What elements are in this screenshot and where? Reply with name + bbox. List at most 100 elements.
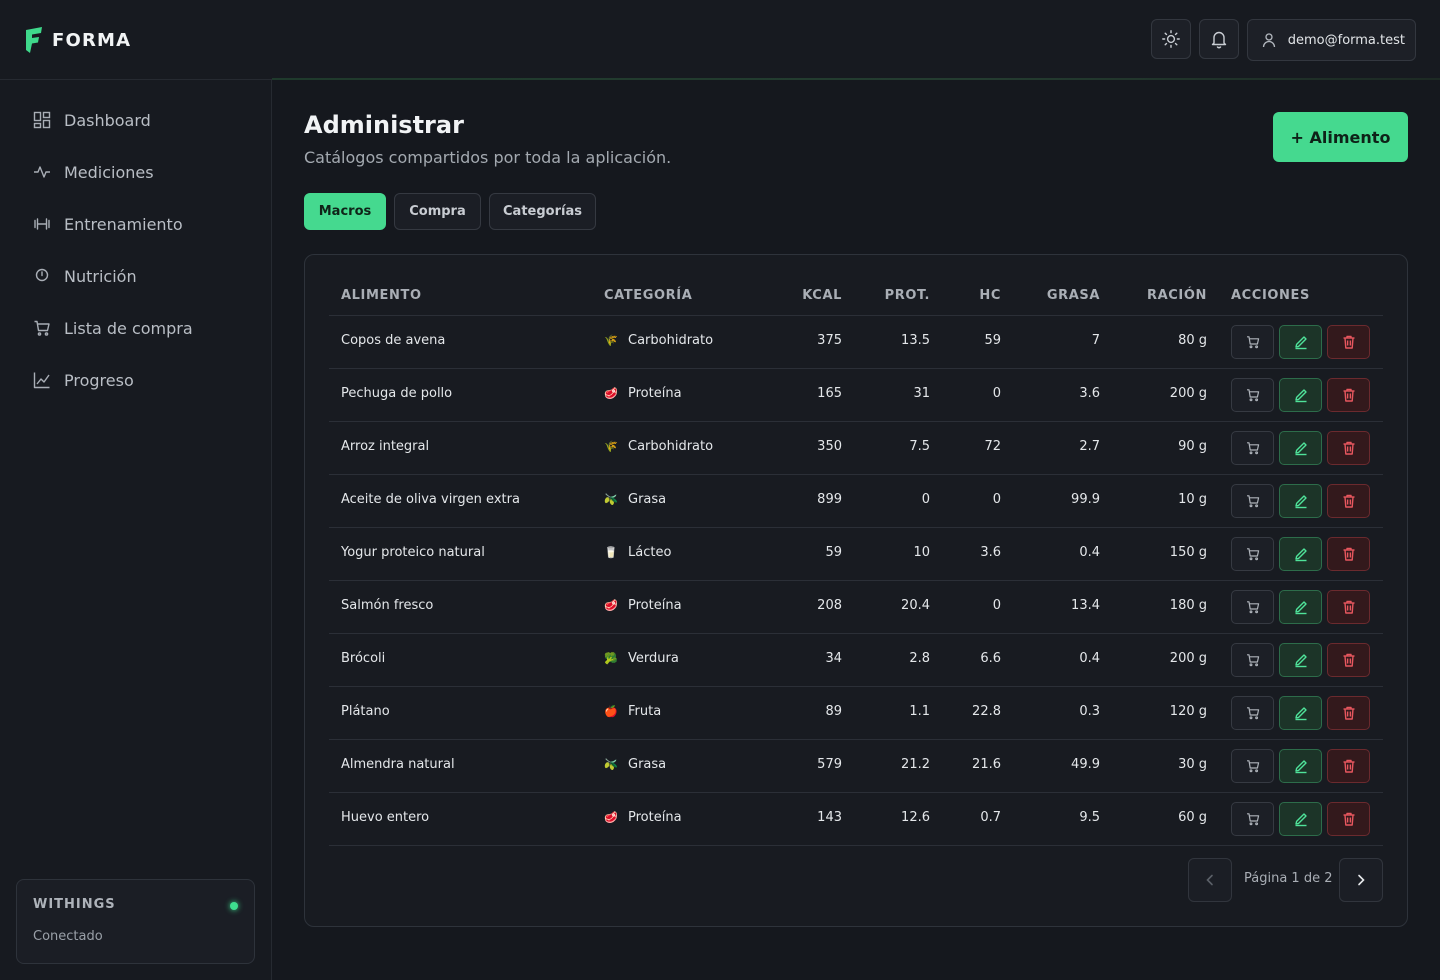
- edit-button[interactable]: [1279, 431, 1322, 465]
- edit-button[interactable]: [1279, 749, 1322, 783]
- portion-value: 200 g: [1169, 651, 1207, 666]
- food-name: Huevo entero: [341, 810, 430, 825]
- delete-button[interactable]: [1327, 590, 1370, 624]
- food-category: 🫒 Grasa: [604, 757, 666, 772]
- category-icon: 🍎: [604, 705, 618, 718]
- sidebar-item-dashboard[interactable]: Dashboard: [32, 108, 151, 132]
- edit-button[interactable]: [1279, 696, 1322, 730]
- header-actions: demo@forma.test: [1150, 19, 1416, 61]
- bell-icon: [1211, 31, 1226, 49]
- protein-value: 0: [921, 492, 930, 507]
- add-to-cart-button[interactable]: [1231, 749, 1274, 783]
- add-to-cart-button[interactable]: [1231, 431, 1274, 465]
- fat-value: 13.4: [1071, 598, 1100, 613]
- food-name: Yogur proteico natural: [341, 545, 485, 560]
- sidebar-item-progreso[interactable]: Progreso: [32, 368, 134, 392]
- device-status-card: WITHINGS Conectado: [16, 879, 255, 964]
- tab-macros[interactable]: Macros: [304, 193, 386, 230]
- food-name: Arroz integral: [341, 439, 430, 454]
- cart-icon: [1246, 760, 1259, 773]
- next-page-button[interactable]: [1339, 858, 1383, 902]
- edit-button[interactable]: [1279, 802, 1322, 836]
- edit-button[interactable]: [1279, 325, 1322, 359]
- cart-icon: [1246, 813, 1259, 826]
- fat-value: 49.9: [1071, 757, 1100, 772]
- delete-button[interactable]: [1327, 643, 1370, 677]
- edit-button[interactable]: [1279, 643, 1322, 677]
- food-name: Aceite de oliva virgen extra: [341, 492, 520, 507]
- category-label: Proteína: [628, 386, 682, 401]
- tab-categorias[interactable]: Categorías: [489, 193, 596, 230]
- user-menu-button[interactable]: demo@forma.test: [1246, 19, 1416, 61]
- delete-button[interactable]: [1327, 325, 1370, 359]
- food-name: Brócoli: [341, 651, 386, 666]
- add-to-cart-button[interactable]: [1231, 537, 1274, 571]
- add-to-cart-button[interactable]: [1231, 484, 1274, 518]
- delete-button[interactable]: [1327, 802, 1370, 836]
- delete-button[interactable]: [1327, 484, 1370, 518]
- trash-icon: [1343, 706, 1354, 720]
- edit-button[interactable]: [1279, 590, 1322, 624]
- delete-button[interactable]: [1327, 431, 1370, 465]
- app-logo[interactable]: FORMA: [24, 26, 131, 54]
- food-category: 🥩 Proteína: [604, 386, 682, 401]
- edit-button[interactable]: [1279, 537, 1322, 571]
- edit-button[interactable]: [1279, 378, 1322, 412]
- add-to-cart-button[interactable]: [1231, 802, 1274, 836]
- sidebar-item-label: Lista de compra: [64, 318, 193, 338]
- cart-icon: [34, 320, 50, 336]
- previous-page-button[interactable]: [1188, 858, 1232, 902]
- add-to-cart-button[interactable]: [1231, 643, 1274, 677]
- delete-button[interactable]: [1327, 749, 1370, 783]
- delete-button[interactable]: [1327, 537, 1370, 571]
- kcal-value: 579: [817, 757, 842, 772]
- pencil-icon: [1294, 601, 1307, 615]
- row-divider: [329, 792, 1383, 793]
- notifications-button[interactable]: [1198, 19, 1239, 59]
- dumbbell-icon: [34, 218, 50, 230]
- category-label: Fruta: [628, 704, 662, 719]
- sidebar-item-nutricion[interactable]: Nutrición: [32, 264, 137, 288]
- sidebar-item-entrenamiento[interactable]: Entrenamiento: [32, 212, 183, 236]
- pencil-icon: [1294, 813, 1307, 827]
- category-icon: 🥛: [604, 546, 618, 559]
- add-to-cart-button[interactable]: [1231, 325, 1274, 359]
- add-food-button[interactable]: + Alimento: [1273, 112, 1408, 162]
- delete-button[interactable]: [1327, 696, 1370, 730]
- row-divider: [329, 845, 1383, 846]
- add-to-cart-button[interactable]: [1231, 696, 1274, 730]
- protein-value: 10: [913, 545, 930, 560]
- sidebar-item-label: Progreso: [64, 370, 134, 390]
- portion-value: 150 g: [1169, 545, 1207, 560]
- top-bar: FORMA demo@forma.test: [0, 0, 1440, 80]
- cart-icon: [1246, 707, 1259, 720]
- add-to-cart-button[interactable]: [1231, 378, 1274, 412]
- fat-value: 0.4: [1079, 545, 1100, 560]
- pencil-icon: [1294, 760, 1307, 774]
- kcal-value: 89: [825, 704, 842, 719]
- portion-value: 200 g: [1169, 386, 1207, 401]
- device-name: WITHINGS: [33, 897, 116, 912]
- cart-icon: [1246, 389, 1259, 402]
- food-category: 🍎 Fruta: [604, 704, 661, 719]
- connection-status-dot: [230, 902, 238, 910]
- theme-toggle-button[interactable]: [1150, 19, 1191, 59]
- edit-button[interactable]: [1279, 484, 1322, 518]
- page-subtitle: Catálogos compartidos por toda la aplica…: [304, 148, 672, 167]
- delete-button[interactable]: [1327, 378, 1370, 412]
- column-header-actions: ACCIONES: [1231, 288, 1310, 303]
- carbs-value: 0.7: [980, 810, 1001, 825]
- add-to-cart-button[interactable]: [1231, 590, 1274, 624]
- line-chart-icon: [33, 372, 50, 389]
- column-header-category: CATEGORÍA: [604, 288, 693, 303]
- cart-icon: [1246, 442, 1259, 455]
- category-label: Verdura: [628, 651, 679, 666]
- food-category: 🌾 Carbohidrato: [604, 333, 713, 348]
- sidebar-item-lista-de-compra[interactable]: Lista de compra: [32, 316, 193, 340]
- tab-compra[interactable]: Compra: [394, 193, 481, 230]
- sidebar-item-mediciones[interactable]: Mediciones: [32, 160, 154, 184]
- carbs-value: 0: [992, 598, 1001, 613]
- category-icon: 🫒: [604, 493, 618, 506]
- category-icon: 🥦: [604, 652, 618, 665]
- portion-value: 80 g: [1178, 333, 1207, 348]
